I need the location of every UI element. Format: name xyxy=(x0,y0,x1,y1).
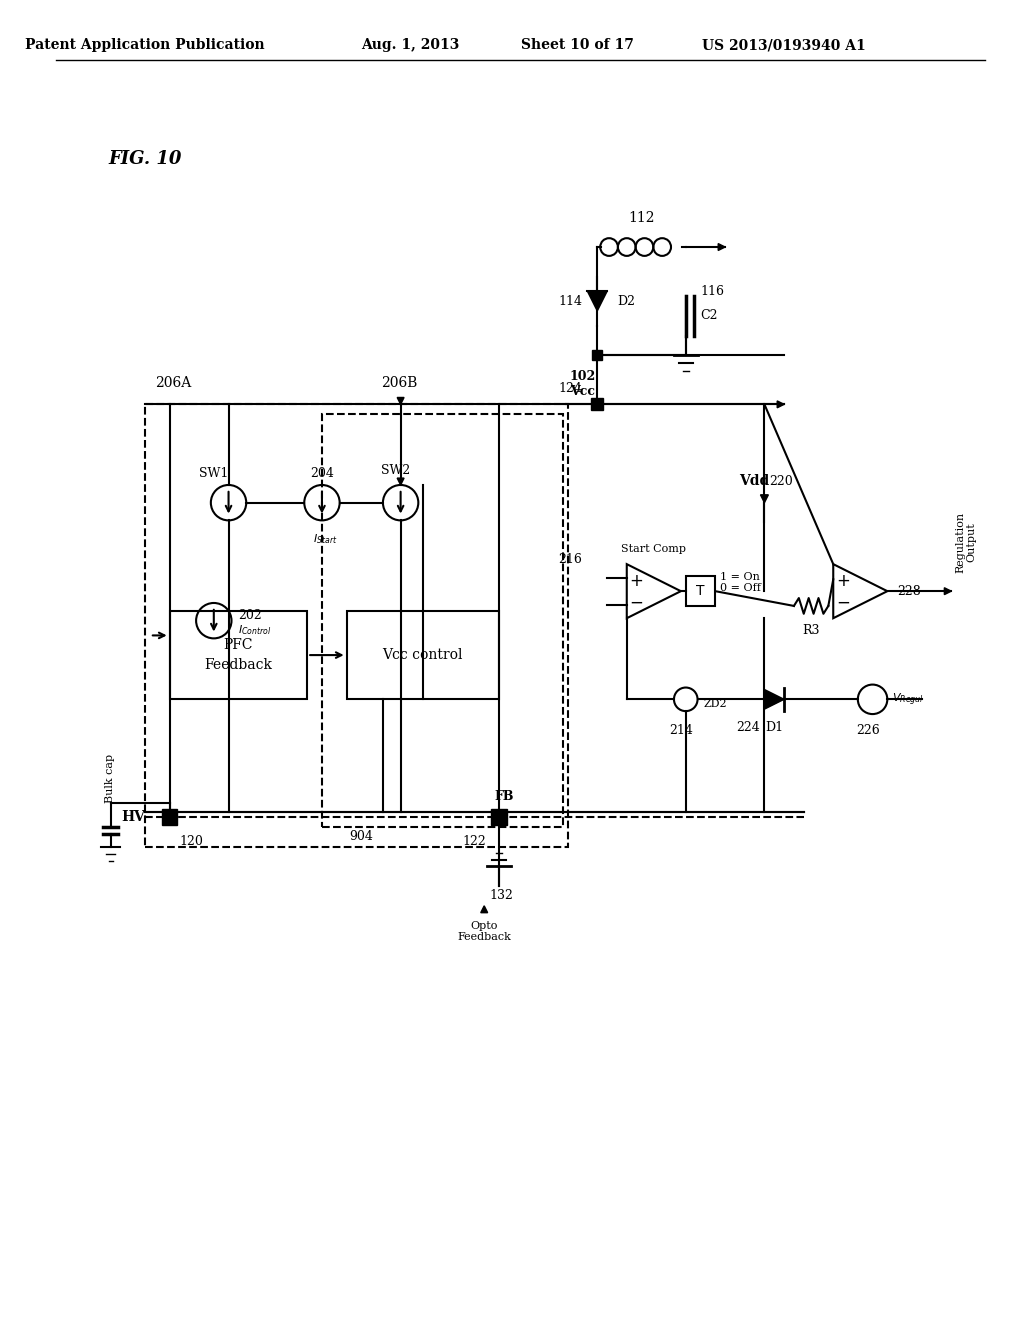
Text: D2: D2 xyxy=(616,294,635,308)
Text: Bulk cap: Bulk cap xyxy=(105,754,116,803)
Polygon shape xyxy=(480,906,487,912)
Text: 216: 216 xyxy=(559,553,583,566)
Text: 112: 112 xyxy=(629,211,654,226)
Polygon shape xyxy=(765,689,784,709)
Text: $I_{Control}$: $I_{Control}$ xyxy=(239,623,272,638)
Text: 1 = On
0 = Off: 1 = On 0 = Off xyxy=(720,572,761,593)
Text: US 2013/0193940 A1: US 2013/0193940 A1 xyxy=(702,38,866,53)
Text: Regulation
Output: Regulation Output xyxy=(955,511,977,573)
Text: 204: 204 xyxy=(310,467,334,480)
Text: D1: D1 xyxy=(765,721,783,734)
Text: C2: C2 xyxy=(700,309,718,322)
Text: 206A: 206A xyxy=(155,376,191,389)
Text: +: + xyxy=(837,573,850,590)
Text: −: − xyxy=(630,594,643,612)
Text: 206B: 206B xyxy=(381,376,418,389)
Text: Aug. 1, 2013: Aug. 1, 2013 xyxy=(361,38,460,53)
Text: Vdd: Vdd xyxy=(739,474,770,488)
Text: T: T xyxy=(696,585,705,598)
Text: 116: 116 xyxy=(700,285,725,298)
Text: 120: 120 xyxy=(179,836,203,849)
Text: 132: 132 xyxy=(489,890,513,903)
Text: FIG. 10: FIG. 10 xyxy=(109,149,181,168)
Text: 122: 122 xyxy=(463,836,486,849)
Text: HV: HV xyxy=(121,810,145,824)
Text: Opto
Feedback: Opto Feedback xyxy=(458,920,511,942)
Text: Patent Application Publication: Patent Application Publication xyxy=(26,38,265,53)
Polygon shape xyxy=(944,587,951,594)
Bar xyxy=(162,809,177,825)
Text: Feedback: Feedback xyxy=(205,657,272,672)
Text: 114: 114 xyxy=(558,294,583,308)
Text: FB: FB xyxy=(495,789,514,803)
Polygon shape xyxy=(761,495,768,503)
Text: +: + xyxy=(630,573,643,590)
Text: R3: R3 xyxy=(802,623,819,636)
Text: Vcc control: Vcc control xyxy=(383,648,463,663)
Polygon shape xyxy=(777,401,784,408)
Bar xyxy=(346,611,499,700)
Text: 124: 124 xyxy=(559,381,583,395)
Text: SW1: SW1 xyxy=(199,467,228,480)
Polygon shape xyxy=(588,292,607,312)
Text: PFC: PFC xyxy=(223,639,253,652)
Bar xyxy=(492,809,507,825)
Text: 904: 904 xyxy=(349,830,373,843)
Text: Sheet 10 of 17: Sheet 10 of 17 xyxy=(521,38,634,53)
Text: 214: 214 xyxy=(669,723,693,737)
Polygon shape xyxy=(718,244,725,251)
Text: −: − xyxy=(837,594,850,612)
Text: 228: 228 xyxy=(897,585,921,598)
Bar xyxy=(170,611,307,700)
Text: $V_{Regul}$: $V_{Regul}$ xyxy=(892,692,924,708)
Text: 226: 226 xyxy=(856,723,880,737)
Polygon shape xyxy=(397,478,404,484)
Text: 220: 220 xyxy=(769,475,794,488)
Text: $I_{Start}$: $I_{Start}$ xyxy=(312,532,337,546)
Text: Start Comp: Start Comp xyxy=(622,544,686,554)
Text: SW2: SW2 xyxy=(381,465,411,477)
Bar xyxy=(686,577,715,606)
Text: 102
Vcc: 102 Vcc xyxy=(569,370,596,397)
Text: 224: 224 xyxy=(736,721,760,734)
Polygon shape xyxy=(397,397,404,404)
Text: 202: 202 xyxy=(239,610,262,622)
Bar xyxy=(592,399,603,411)
Bar xyxy=(592,350,602,360)
Text: ZD2: ZD2 xyxy=(703,700,727,709)
